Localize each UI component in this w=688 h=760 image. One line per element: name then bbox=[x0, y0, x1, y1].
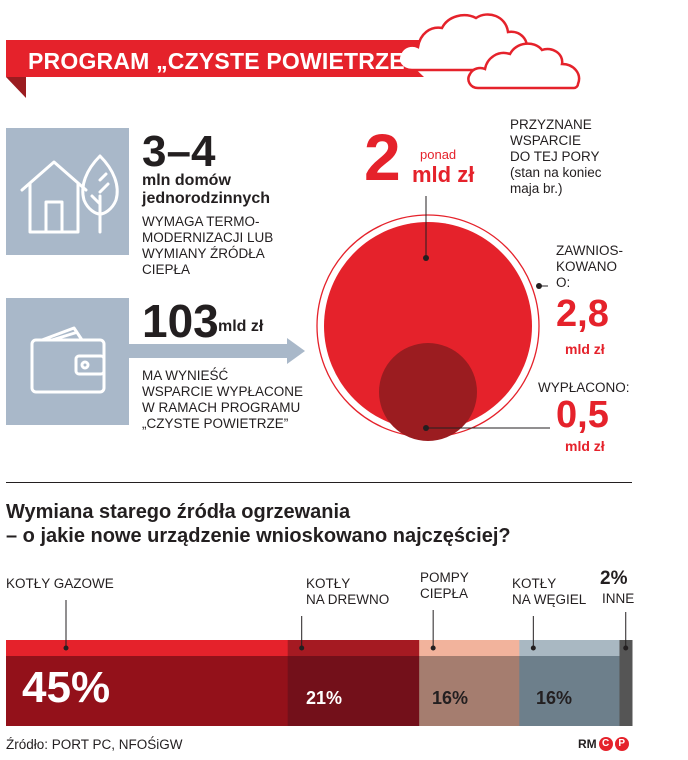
wallet-icon bbox=[30, 326, 106, 394]
applied-label: ZAWNIOS- KOWANO O: bbox=[556, 243, 623, 290]
banner-title: PROGRAM „CZYSTE POWIETRZE” bbox=[28, 48, 417, 74]
category-label-gas: KOTŁY GAZOWE bbox=[6, 576, 114, 591]
bar-top-heatpump bbox=[419, 640, 520, 656]
credit-mark: RM C P bbox=[578, 737, 629, 751]
bar-segment-heatpump bbox=[419, 656, 520, 726]
house-tree-icon bbox=[20, 154, 119, 234]
bar-top-coal bbox=[519, 640, 620, 656]
paid-circle bbox=[379, 343, 477, 441]
bar-segment-gas bbox=[6, 656, 289, 726]
granted-prefix: ponad bbox=[420, 147, 457, 162]
stat-unit-homes: mln domów jednorodzinnych bbox=[142, 172, 270, 207]
stat-value-budget: 103 bbox=[142, 295, 219, 347]
applied-dot bbox=[536, 283, 542, 289]
value-label-coal: 16% bbox=[536, 688, 573, 708]
paid-dot bbox=[423, 425, 429, 431]
paid-unit: mld zł bbox=[565, 438, 605, 454]
category-label-heatpump: POMPY CIEPŁA bbox=[420, 570, 469, 601]
bar-top-wood bbox=[287, 640, 420, 656]
applied-value: 2,8 bbox=[556, 293, 609, 335]
leader-dot-other bbox=[623, 645, 629, 651]
bar-top-gas bbox=[6, 640, 289, 656]
granted-value: 2 bbox=[364, 120, 401, 194]
stat-unit-budget: mld zł bbox=[218, 318, 264, 335]
heating-bar-chart bbox=[6, 600, 633, 726]
bar-segment-coal bbox=[519, 656, 620, 726]
chart-title: Wymiana starego źródła ogrzewania – o ja… bbox=[6, 501, 511, 547]
bar-segment-other bbox=[619, 656, 633, 726]
stat-desc-homes: WYMAGA TERMO- MODERNIZACJI LUB WYMIANY Ź… bbox=[142, 214, 274, 277]
value-label-gas: 45% bbox=[22, 663, 111, 712]
category-label-wood: KOTŁY NA DREWNO bbox=[306, 576, 390, 607]
house-tile bbox=[6, 128, 129, 255]
applied-unit: mld zł bbox=[565, 341, 605, 357]
funding-circles bbox=[316, 196, 550, 441]
category-label-other: INNE bbox=[602, 591, 635, 606]
stat-value-homes: 3–4 bbox=[142, 127, 216, 176]
granted-unit: mld zł bbox=[412, 162, 475, 187]
leader-dot-heatpump bbox=[430, 645, 436, 651]
wallet-tile bbox=[6, 298, 129, 425]
leader-dot-coal bbox=[530, 645, 536, 651]
value-label-wood: 21% bbox=[306, 688, 343, 708]
bar-segment-wood bbox=[287, 656, 420, 726]
banner-ribbon bbox=[6, 40, 424, 77]
leader-dot-gas bbox=[63, 645, 69, 651]
leader-dot-wood bbox=[299, 645, 305, 651]
paid-label: WYPŁACONO: bbox=[538, 380, 630, 395]
value-label-heatpump: 16% bbox=[432, 688, 469, 708]
banner-graphic bbox=[6, 13, 581, 98]
value-label-other: 2% bbox=[600, 568, 628, 589]
cloud-icon-small bbox=[467, 42, 581, 90]
wallet-arrow bbox=[129, 338, 305, 364]
paid-value: 0,5 bbox=[556, 394, 609, 436]
granted-label: PRZYZNANE WSPARCIE DO TEJ PORY bbox=[510, 117, 600, 164]
granted-dot bbox=[423, 255, 429, 261]
p-mark-icon: P bbox=[614, 737, 629, 751]
granted-circle bbox=[324, 222, 532, 430]
credit-initials: RM bbox=[578, 737, 597, 751]
source-note: Źródło: PORT PC, NFOŚiGW bbox=[6, 737, 183, 752]
copyright-icon: C bbox=[598, 737, 613, 751]
stat-desc-budget: MA WYNIEŚĆ WSPARCIE WYPŁACONE W RAMACH P… bbox=[142, 368, 304, 431]
section-divider bbox=[6, 482, 632, 483]
granted-note: (stan na koniec maja br.) bbox=[510, 165, 602, 196]
category-label-coal: KOTŁY NA WĘGIEL bbox=[512, 576, 587, 607]
banner-fold bbox=[6, 77, 26, 98]
